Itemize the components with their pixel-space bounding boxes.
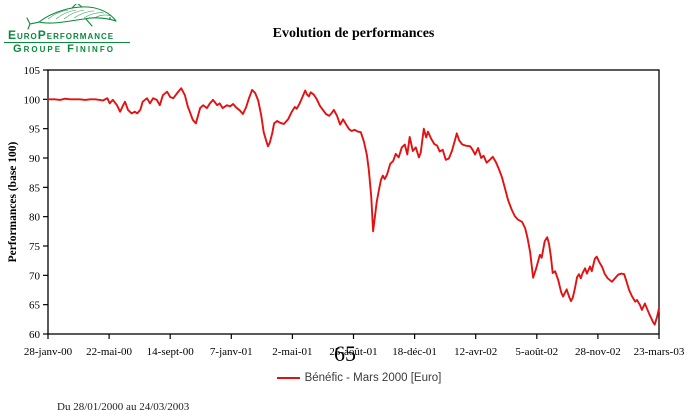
y-axis-title: Performances (base 100)	[7, 141, 19, 262]
logo-divider	[4, 42, 130, 43]
x-tick-label: 5-août-02	[515, 346, 558, 358]
x-tick-label: 18-déc-01	[392, 346, 437, 358]
y-tick-label: 100	[24, 94, 41, 106]
date-range-note: Du 28/01/2000 au 24/03/2003	[57, 401, 190, 411]
legend-line-swatch-icon	[276, 377, 300, 379]
europerformance-logo: EuroPerformance Groupe Fininfo	[4, 4, 134, 55]
x-tick-label: 22-mai-00	[86, 346, 132, 358]
x-tick-label: 28-janv-00	[24, 346, 73, 358]
legend-label: Bénéfic - Mars 2000 [Euro]	[304, 372, 442, 384]
x-tick-label: 12-avr-02	[454, 346, 497, 358]
logo-group-name: Groupe Fininfo	[13, 43, 115, 55]
y-tick-label: 105	[24, 65, 41, 77]
dolphin-icon	[26, 4, 117, 30]
x-tick-label: 28-nov-02	[575, 346, 621, 358]
y-tick-label: 70	[29, 270, 41, 282]
x-tick-label: 25-août-01	[329, 346, 377, 358]
y-tick-label: 65	[29, 300, 41, 312]
chart-title: Evolution de performances	[272, 26, 435, 41]
y-tick-label: 90	[29, 153, 41, 165]
y-tick-label: 80	[29, 212, 41, 224]
y-tick-label: 85	[29, 182, 41, 194]
y-tick-label: 95	[29, 124, 41, 136]
x-tick-label: 14-sept-00	[147, 346, 195, 358]
x-tick-label: 2-mai-01	[272, 346, 312, 358]
legend: Bénéfic - Mars 2000 [Euro]	[48, 372, 670, 384]
x-tick-label: 7-janv-01	[210, 346, 253, 358]
x-tick-label: 23-mars-03	[634, 346, 685, 358]
logo-company-name: EuroPerformance	[8, 28, 115, 42]
y-tick-label: 60	[29, 329, 41, 341]
y-tick-label: 75	[29, 241, 41, 253]
performance-line-series	[47, 87, 660, 326]
page-number-watermark: 65	[334, 341, 356, 366]
